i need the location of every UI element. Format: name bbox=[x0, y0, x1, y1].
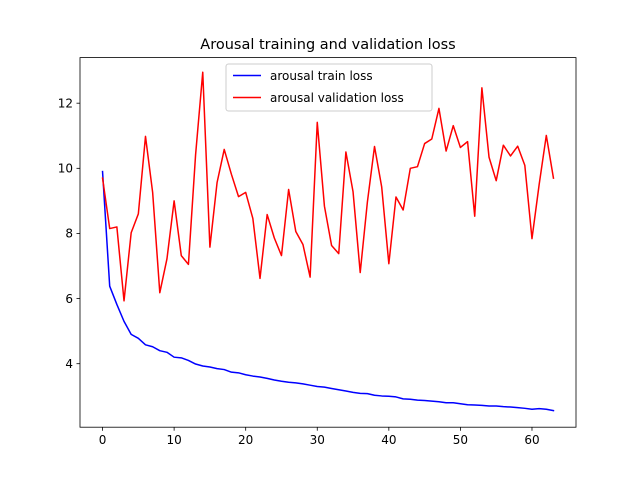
y-tick-label: 10 bbox=[58, 162, 73, 176]
series-line-validation bbox=[101, 71, 555, 302]
y-tick-label: 8 bbox=[65, 227, 73, 241]
x-tick-label: 60 bbox=[524, 433, 539, 447]
legend-label: arousal validation loss bbox=[270, 91, 404, 105]
y-tick-label: 4 bbox=[65, 357, 73, 371]
y-tick-label: 6 bbox=[65, 292, 73, 306]
x-tick-label: 30 bbox=[310, 433, 325, 447]
x-tick-label: 40 bbox=[381, 433, 396, 447]
legend-box bbox=[225, 63, 433, 112]
y-axis: 4 6 8 10 12 bbox=[58, 96, 80, 371]
legend: arousal train loss arousal validation los… bbox=[225, 63, 433, 112]
y-tick-label: 12 bbox=[58, 96, 73, 110]
chart-title: Arousal training and validation loss bbox=[200, 37, 455, 53]
axes-frame bbox=[79, 57, 577, 428]
x-tick-label: 0 bbox=[99, 433, 107, 447]
x-tick-label: 20 bbox=[238, 433, 253, 447]
series-lines bbox=[101, 71, 555, 412]
series-line-train bbox=[101, 170, 555, 412]
x-axis: 0 10 20 30 40 50 60 bbox=[99, 427, 540, 447]
legend-label: arousal train loss bbox=[270, 69, 373, 83]
x-tick-label: 10 bbox=[166, 433, 181, 447]
x-tick-label: 50 bbox=[453, 433, 468, 447]
